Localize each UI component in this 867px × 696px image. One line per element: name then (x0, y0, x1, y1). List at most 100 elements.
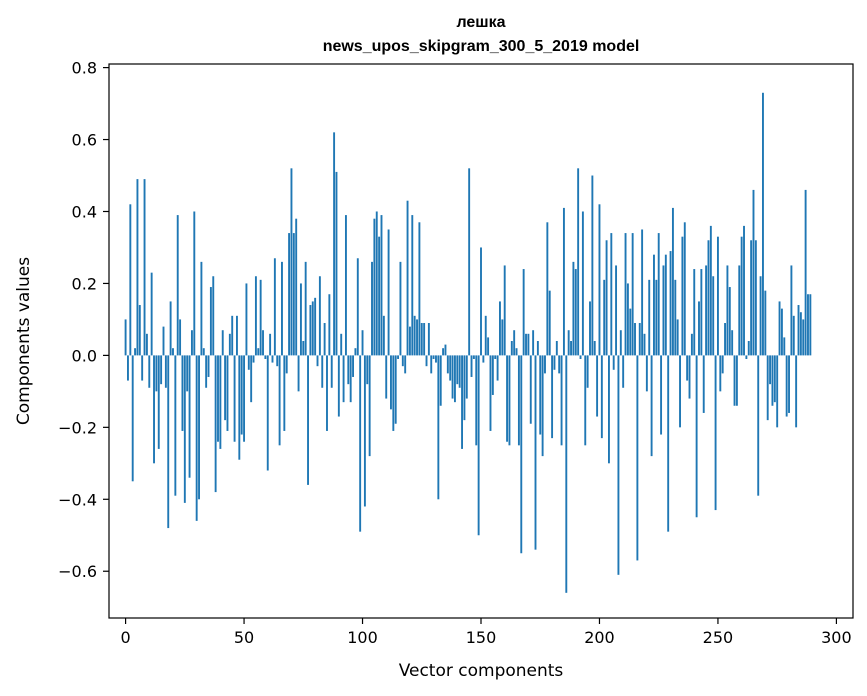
bar-166 (517, 355, 520, 446)
bar-139 (453, 355, 456, 403)
bar-71 (292, 233, 295, 356)
bar-286 (802, 319, 805, 356)
bar-102 (366, 355, 369, 385)
bar-228 (664, 254, 667, 356)
bar-226 (660, 355, 663, 435)
bar-219 (643, 333, 646, 356)
bar-132 (437, 355, 440, 500)
bar-1 (127, 355, 129, 381)
bar-221 (648, 279, 651, 356)
bar-60 (266, 355, 269, 471)
bar-187 (567, 330, 570, 356)
bar-216 (636, 355, 639, 561)
bar-85 (326, 355, 328, 431)
bar-278 (783, 337, 786, 356)
bar-214 (631, 233, 634, 356)
bar-54 (252, 355, 255, 363)
bar-91 (340, 333, 343, 356)
bar-79 (311, 301, 314, 356)
bar-273 (771, 355, 774, 406)
bar-107 (378, 236, 381, 356)
bar-244 (702, 355, 705, 413)
x-tick-label: 200 (584, 628, 615, 647)
bar-128 (427, 323, 430, 356)
bar-43 (226, 355, 229, 431)
bar-39 (217, 355, 219, 442)
bar-98 (356, 258, 359, 356)
bar-184 (560, 355, 563, 446)
bar-160 (503, 265, 506, 356)
bar-287 (804, 189, 807, 356)
bar-264 (750, 240, 753, 356)
bar-203 (605, 240, 608, 356)
bar-247 (709, 225, 712, 356)
bar-169 (525, 333, 527, 356)
bar-16 (162, 326, 165, 356)
bar-265 (752, 189, 755, 356)
bar-73 (297, 355, 300, 392)
bar-13 (155, 355, 158, 392)
bar-41 (221, 330, 224, 356)
bar-231 (671, 207, 674, 356)
bar-23 (179, 319, 182, 356)
bar-174 (536, 341, 539, 356)
y-tick-label: −0.6 (58, 562, 97, 581)
bar-285 (799, 312, 802, 356)
bar-239 (690, 333, 693, 356)
bar-275 (776, 355, 779, 428)
bar-243 (700, 269, 703, 356)
x-axis-title: Vector components (399, 661, 564, 681)
bar-161 (506, 355, 509, 442)
bar-158 (499, 301, 501, 356)
x-tick-label: 50 (234, 628, 254, 647)
bar-223 (653, 254, 655, 356)
bar-143 (463, 355, 466, 421)
bar-134 (442, 348, 445, 356)
bar-267 (757, 355, 760, 496)
bar-235 (681, 236, 684, 356)
bar-72 (295, 218, 298, 356)
bar-272 (769, 355, 772, 385)
bar-109 (382, 315, 385, 356)
x-tick-label: 150 (466, 628, 497, 647)
bar-89 (335, 171, 338, 356)
bar-26 (186, 355, 189, 392)
bar-178 (546, 222, 549, 356)
bar-117 (401, 355, 404, 367)
bar-283 (795, 355, 798, 428)
bar-156 (494, 355, 497, 359)
bar-12 (153, 355, 155, 464)
bar-99 (359, 355, 362, 532)
bar-36 (209, 287, 212, 356)
bar-19 (169, 301, 172, 356)
bar-67 (283, 355, 286, 431)
x-tick-label: 100 (347, 628, 378, 647)
bar-95 (349, 355, 352, 403)
bar-62 (271, 355, 274, 363)
bar-185 (562, 207, 565, 356)
bar-82 (318, 276, 321, 356)
bar-42 (224, 355, 227, 421)
bar-49 (240, 355, 243, 435)
bar-53 (250, 355, 253, 403)
bar-142 (461, 355, 463, 449)
bar-70 (290, 168, 293, 356)
bar-155 (491, 355, 494, 395)
bar-168 (522, 269, 525, 356)
bar-3 (131, 355, 134, 482)
bar-246 (707, 240, 710, 356)
plot-frame (108, 63, 854, 619)
bar-208 (617, 355, 620, 575)
bar-159 (501, 319, 504, 356)
bar-56 (257, 348, 260, 356)
bar-32 (200, 261, 203, 356)
bar-148 (475, 355, 478, 446)
bar-108 (380, 215, 383, 356)
bar-270 (764, 290, 767, 356)
bar-83 (321, 355, 324, 388)
bar-151 (482, 355, 485, 363)
bar-274 (773, 355, 776, 403)
bar-64 (276, 355, 279, 367)
bar-90 (337, 355, 340, 417)
bar-34 (205, 355, 208, 388)
